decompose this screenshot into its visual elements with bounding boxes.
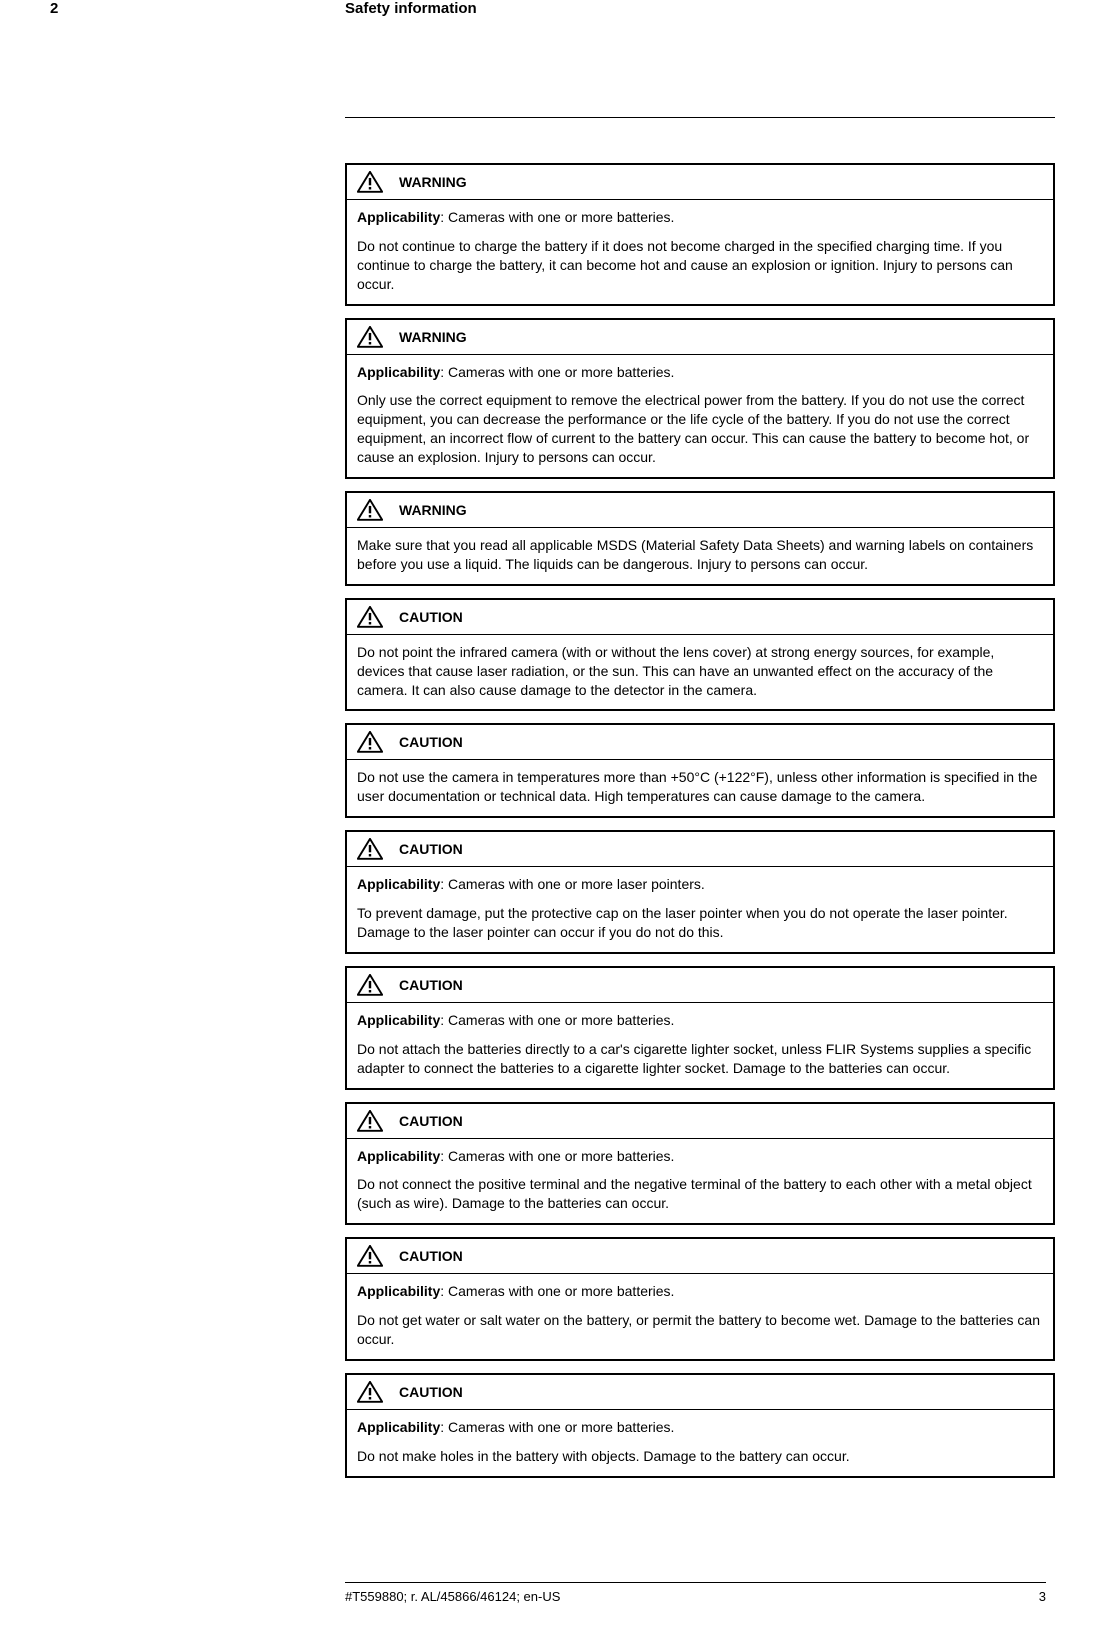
box-body: Applicability: Cameras with one or more … [347, 1410, 1053, 1476]
box-body: Do not use the camera in temperatures mo… [347, 760, 1053, 816]
page-footer: #T559880; r. AL/45866/46124; en-US 3 [345, 1582, 1046, 1604]
box-header: CAUTION [347, 968, 1053, 1003]
box-body-text: Do not make holes in the battery with ob… [357, 1447, 1043, 1466]
warning-box: WARNING Make sure that you read all appli… [345, 491, 1055, 586]
applicability-label: Applicability [357, 209, 440, 225]
caution-box: CAUTION Applicability: Cameras with one o… [345, 830, 1055, 954]
caution-box: CAUTION Applicability: Cameras with one o… [345, 1102, 1055, 1226]
box-body-text: Do not use the camera in temperatures mo… [357, 768, 1043, 806]
header-divider [345, 117, 1055, 118]
applicability-label: Applicability [357, 1419, 440, 1435]
caution-box: CAUTION Do not point the infrared camera … [345, 598, 1055, 712]
box-body-text: Do not point the infrared camera (with o… [357, 643, 1043, 700]
caution-box: CAUTION Do not use the camera in temperat… [345, 723, 1055, 818]
box-header: WARNING [347, 493, 1053, 528]
box-body: Applicability: Cameras with one or more … [347, 355, 1053, 477]
box-header: CAUTION [347, 1375, 1053, 1410]
box-body: Make sure that you read all applicable M… [347, 528, 1053, 584]
box-label: CAUTION [399, 1248, 463, 1264]
chapter-number: 2 [50, 0, 345, 17]
applicability-text: Applicability: Cameras with one or more … [357, 1011, 1043, 1030]
box-header: CAUTION [347, 1104, 1053, 1139]
applicability-label: Applicability [357, 1283, 440, 1299]
warning-icon [357, 499, 383, 522]
caution-box: CAUTION Applicability: Cameras with one o… [345, 1237, 1055, 1361]
box-label: WARNING [399, 502, 467, 518]
alert-icon [357, 1381, 383, 1403]
box-body: Applicability: Cameras with one or more … [347, 1139, 1053, 1224]
alert-icon [357, 326, 383, 348]
warning-icon [357, 974, 383, 997]
box-body-text: To prevent damage, put the protective ca… [357, 904, 1043, 942]
box-label: CAUTION [399, 609, 463, 625]
box-label: CAUTION [399, 1113, 463, 1129]
alert-icon [357, 499, 383, 521]
box-header: WARNING [347, 320, 1053, 355]
warning-icon [357, 1245, 383, 1268]
footer-page: 3 [1039, 1589, 1046, 1604]
box-label: CAUTION [399, 977, 463, 993]
box-body: Applicability: Cameras with one or more … [347, 200, 1053, 304]
page-header: 2 Safety information [50, 0, 1046, 17]
applicability-text: Applicability: Cameras with one or more … [357, 208, 1043, 227]
warning-box: WARNING Applicability: Cameras with one o… [345, 163, 1055, 306]
box-header: WARNING [347, 165, 1053, 200]
applicability-text: Applicability: Cameras with one or more … [357, 363, 1043, 382]
box-label: WARNING [399, 329, 467, 345]
box-label: WARNING [399, 174, 467, 190]
warning-icon [357, 731, 383, 754]
warning-icon [357, 1110, 383, 1133]
box-body: Applicability: Cameras with one or more … [347, 1003, 1053, 1088]
box-label: CAUTION [399, 841, 463, 857]
box-header: CAUTION [347, 832, 1053, 867]
box-header: CAUTION [347, 600, 1053, 635]
box-label: CAUTION [399, 734, 463, 750]
warning-icon [357, 838, 383, 861]
box-body: Applicability: Cameras with one or more … [347, 867, 1053, 952]
alert-icon [357, 171, 383, 193]
warning-icon [357, 171, 383, 194]
warning-icon [357, 606, 383, 629]
applicability-text: Applicability: Cameras with one or more … [357, 1147, 1043, 1166]
box-header: CAUTION [347, 1239, 1053, 1274]
footer-docid: #T559880; r. AL/45866/46124; en-US [345, 1589, 560, 1604]
box-body-text: Do not continue to charge the battery if… [357, 237, 1043, 294]
alert-icon [357, 974, 383, 996]
alert-icon [357, 838, 383, 860]
box-body-text: Make sure that you read all applicable M… [357, 536, 1043, 574]
box-header: CAUTION [347, 725, 1053, 760]
applicability-label: Applicability [357, 876, 440, 892]
applicability-text: Applicability: Cameras with one or more … [357, 875, 1043, 894]
applicability-label: Applicability [357, 364, 440, 380]
chapter-title: Safety information [345, 0, 477, 17]
box-label: CAUTION [399, 1384, 463, 1400]
box-body-text: Do not attach the batteries directly to … [357, 1040, 1043, 1078]
warning-icon [357, 326, 383, 349]
alert-icon [357, 1245, 383, 1267]
caution-box: CAUTION Applicability: Cameras with one o… [345, 966, 1055, 1090]
applicability-label: Applicability [357, 1148, 440, 1164]
applicability-label: Applicability [357, 1012, 440, 1028]
alert-icon [357, 606, 383, 628]
box-body-text: Do not get water or salt water on the ba… [357, 1311, 1043, 1349]
content-area: WARNING Applicability: Cameras with one o… [345, 117, 1055, 1478]
warning-box: WARNING Applicability: Cameras with one o… [345, 318, 1055, 479]
alert-icon [357, 731, 383, 753]
warning-icon [357, 1381, 383, 1404]
applicability-text: Applicability: Cameras with one or more … [357, 1282, 1043, 1301]
box-body: Applicability: Cameras with one or more … [347, 1274, 1053, 1359]
box-body-text: Do not connect the positive terminal and… [357, 1175, 1043, 1213]
box-body: Do not point the infrared camera (with o… [347, 635, 1053, 710]
box-body-text: Only use the correct equipment to remove… [357, 391, 1043, 467]
alert-icon [357, 1110, 383, 1132]
applicability-text: Applicability: Cameras with one or more … [357, 1418, 1043, 1437]
caution-box: CAUTION Applicability: Cameras with one o… [345, 1373, 1055, 1478]
